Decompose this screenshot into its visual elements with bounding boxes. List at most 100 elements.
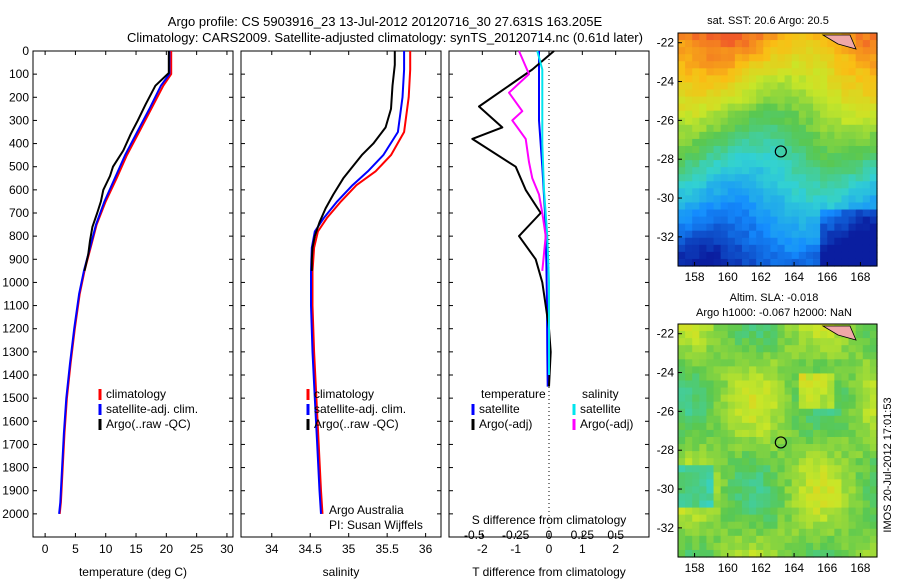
map-cell: [720, 331, 729, 339]
map-cell: [862, 47, 871, 55]
map-cell: [763, 549, 771, 558]
map-cell: [834, 138, 843, 147]
map-cell: [770, 96, 779, 105]
map-cell: [827, 338, 835, 346]
map-cell: [827, 145, 835, 154]
map-cell: [727, 549, 736, 558]
y-tick-label: 700: [9, 206, 29, 220]
map-cell: [869, 138, 878, 147]
map-cell: [741, 251, 750, 260]
map-cell: [734, 54, 743, 62]
map-cell: [727, 174, 736, 182]
map-cell: [692, 373, 700, 382]
map-cell: [706, 479, 715, 487]
map-cell: [770, 40, 779, 48]
map-cell: [813, 117, 821, 126]
map-cell: [869, 216, 878, 225]
map-cell: [784, 145, 793, 154]
map-cell: [699, 493, 708, 502]
map-cell: [784, 174, 793, 182]
map-cell: [805, 75, 814, 84]
map-cell: [741, 507, 750, 516]
map-cell: [685, 223, 693, 232]
y-tick-label: -28: [657, 152, 675, 166]
map-cell: [820, 244, 828, 253]
map-cell: [713, 181, 722, 189]
map-cell: [756, 451, 764, 459]
map-cell: [713, 237, 722, 246]
map-cell: [727, 465, 736, 473]
map-cell: [834, 458, 843, 466]
map-cell: [713, 436, 722, 445]
map-cell: [763, 493, 771, 502]
map-cell: [749, 258, 757, 267]
map-cell: [813, 472, 821, 480]
map-cell: [713, 352, 722, 360]
map-cell: [699, 237, 708, 246]
map-cell: [706, 68, 715, 76]
map-cell: [855, 345, 864, 353]
map-cell: [734, 195, 743, 204]
map-cell: [763, 479, 771, 487]
map-cell: [763, 514, 771, 523]
map-cell: [813, 493, 821, 502]
map-cell: [741, 387, 750, 396]
map-cell: [841, 167, 850, 175]
map-cell: [862, 352, 871, 360]
map-cell: [741, 188, 750, 196]
map-cell: [678, 345, 686, 353]
map-cell: [869, 542, 878, 551]
map-cell: [756, 366, 764, 375]
map-cell: [749, 251, 757, 260]
map-cell: [834, 528, 843, 537]
map-cell: [720, 202, 729, 211]
map-cell: [834, 47, 843, 55]
map-cell: [685, 436, 693, 445]
map-cell: [741, 89, 750, 98]
map-cell: [855, 387, 864, 396]
map-cell: [834, 380, 843, 389]
map-cell: [734, 188, 743, 196]
map-cell: [848, 33, 857, 41]
map-cell: [741, 145, 750, 154]
map-cell: [805, 493, 814, 502]
map-cell: [727, 103, 736, 112]
map-cell: [820, 258, 828, 267]
map-cell: [699, 373, 708, 382]
map-cell: [848, 345, 857, 353]
map-cell: [699, 472, 708, 480]
map-cell: [791, 387, 800, 396]
map-cell: [763, 138, 771, 147]
map-cell: [862, 223, 871, 232]
map-cell: [820, 68, 828, 76]
map-cell: [763, 458, 771, 466]
map-cell: [770, 324, 779, 332]
map-cell: [798, 324, 807, 332]
temperature-panel: 0 5 10 15 20 25 300100200300400500600700800900…: [2, 44, 234, 579]
map-cell: [855, 237, 864, 246]
map-cell: [791, 338, 800, 346]
map-cell: [805, 549, 814, 558]
map-cell: [813, 167, 821, 175]
map-cell: [855, 153, 864, 161]
map-cell: [749, 174, 757, 182]
map-cell: [678, 153, 686, 161]
map-cell: [813, 401, 821, 410]
map-cell: [763, 54, 771, 62]
map-cell: [678, 258, 686, 267]
map-cell: [734, 82, 743, 91]
map-cell: [805, 359, 814, 367]
map-cell: [855, 458, 864, 466]
map-cell: [813, 61, 821, 69]
map-cell: [805, 258, 814, 267]
map-cell: [770, 394, 779, 403]
x-tick-label: 20: [160, 542, 174, 556]
y-tick-label: -26: [657, 113, 675, 127]
map-cell: [791, 486, 800, 495]
map-cell: [678, 479, 686, 487]
map-cell: [805, 422, 814, 431]
map-cell: [678, 89, 686, 98]
map-cell: [862, 366, 871, 375]
map-cell: [713, 216, 722, 225]
